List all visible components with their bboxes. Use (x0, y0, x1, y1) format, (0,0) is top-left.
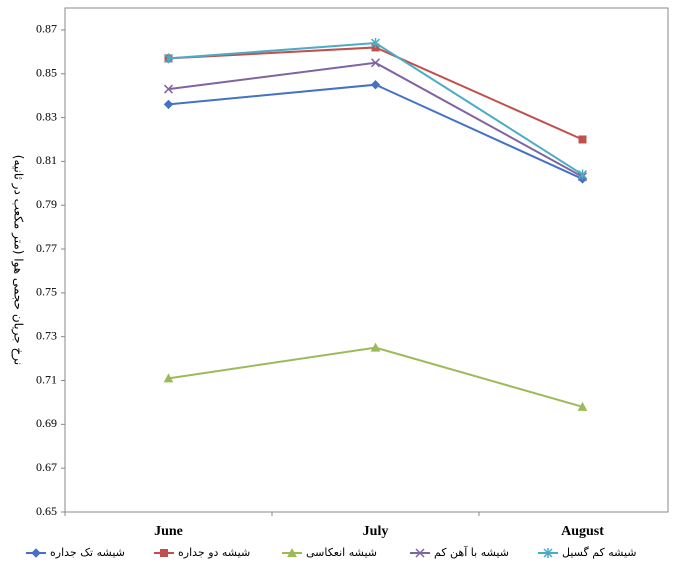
y-tick-label: 0.83 (36, 109, 57, 123)
plot-frame (64, 7, 669, 513)
y-tick-label: 0.69 (36, 416, 57, 430)
series-line (168, 61, 583, 178)
marker (370, 38, 381, 49)
y-tick-label: 0.73 (36, 328, 57, 342)
legend-label: شیشه تک جداره (50, 546, 125, 559)
marker (370, 58, 381, 68)
marker (370, 79, 381, 90)
y-tick-label: 0.77 (36, 241, 57, 255)
series-line (168, 46, 583, 141)
legend-marker (287, 547, 297, 557)
y-tick-label: 0.65 (36, 504, 57, 518)
x-tick-label: July (363, 524, 389, 539)
x-tick-label: August (561, 524, 604, 539)
marker (577, 401, 588, 411)
y-tick-label: 0.75 (36, 285, 57, 299)
legend-marker (160, 549, 168, 557)
legend-label: شیشه دو جداره (178, 546, 250, 559)
y-tick-label: 0.87 (36, 22, 57, 36)
y-tick-label: 0.71 (36, 372, 57, 386)
legend-marker (31, 548, 41, 558)
x-tick-label: June (154, 524, 183, 539)
legend-label: شیشه با آهن کم (434, 545, 509, 559)
y-tick-label: 0.67 (36, 460, 57, 474)
marker (578, 135, 587, 144)
legend-label: شیشه کم گسیل (562, 546, 637, 559)
y-tick-label: 0.81 (36, 153, 57, 167)
series-line (168, 83, 583, 180)
y-tick-label: 0.79 (36, 197, 57, 211)
marker (577, 169, 588, 180)
y-tick-label: 0.85 (36, 65, 57, 79)
y-axis-label: نرخ جریان حجمی هوا (متر مکعب در ثانیه) (11, 155, 26, 365)
marker (163, 53, 174, 64)
legend-label: شیشه انعکاسی (306, 546, 377, 559)
series-line (168, 346, 583, 408)
legend-marker (415, 548, 425, 558)
marker (163, 99, 174, 110)
marker (370, 342, 381, 352)
marker (163, 373, 174, 383)
legend-marker (543, 548, 553, 558)
marker (163, 84, 174, 94)
